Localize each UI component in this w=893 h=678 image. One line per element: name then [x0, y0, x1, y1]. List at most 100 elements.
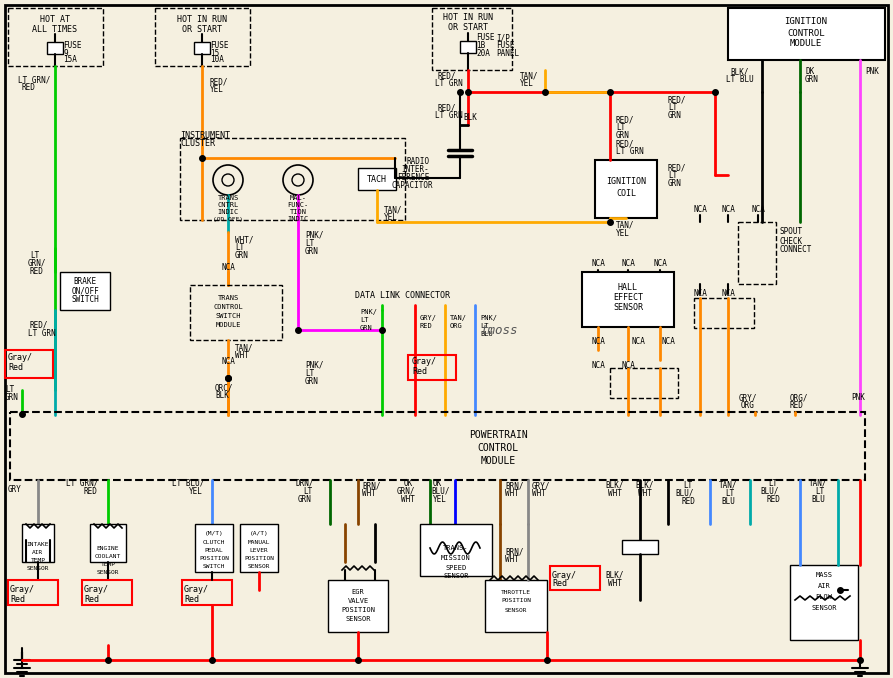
Text: SENSOR: SENSOR	[613, 304, 643, 313]
Text: SWITCH: SWITCH	[203, 563, 225, 568]
Text: ALL TIMES: ALL TIMES	[32, 24, 78, 33]
Text: RED: RED	[30, 266, 44, 275]
Text: TEMP: TEMP	[30, 559, 46, 563]
Bar	[155, 8, 250, 66]
Text: BRN/: BRN/	[362, 481, 380, 490]
Text: RED/: RED/	[210, 77, 229, 87]
Text: YEL: YEL	[616, 228, 630, 237]
Bar	[240, 524, 278, 572]
Text: GRN: GRN	[668, 180, 682, 188]
Text: DRN/: DRN/	[296, 479, 314, 487]
Text: RED/: RED/	[668, 96, 687, 104]
Text: CNTRL: CNTRL	[217, 202, 238, 208]
Text: GRN: GRN	[360, 325, 372, 331]
Bar	[8, 580, 58, 605]
Text: BLK/: BLK/	[605, 570, 624, 580]
Text: FUSE: FUSE	[496, 41, 514, 50]
Text: BLK: BLK	[463, 113, 477, 123]
Text: YEL: YEL	[433, 494, 446, 504]
Bar	[460, 41, 476, 53]
Bar	[195, 524, 233, 572]
Text: NCA: NCA	[221, 357, 235, 367]
Text: RED/: RED/	[616, 115, 635, 125]
Bar	[728, 8, 885, 60]
Text: INDIC: INDIC	[288, 216, 309, 222]
Text: RED: RED	[22, 83, 36, 92]
Text: BLU/: BLU/	[431, 487, 449, 496]
Text: IGNITION: IGNITION	[606, 178, 646, 186]
Text: FLOW: FLOW	[815, 594, 832, 600]
Text: GRY/: GRY/	[532, 481, 550, 490]
Text: NCA: NCA	[591, 361, 605, 370]
Bar	[180, 138, 405, 220]
Bar	[194, 42, 210, 54]
Text: NCA: NCA	[591, 258, 605, 268]
Text: IGNITION: IGNITION	[784, 18, 828, 26]
Text: LT: LT	[668, 172, 677, 180]
Text: SPOUT: SPOUT	[780, 228, 803, 237]
Text: GRN/: GRN/	[28, 258, 46, 268]
Text: PNK: PNK	[865, 68, 879, 77]
Bar	[485, 580, 547, 632]
Text: NCA: NCA	[721, 290, 735, 298]
Text: 15: 15	[210, 49, 220, 58]
Text: BLK: BLK	[215, 391, 229, 401]
Text: SENSOR: SENSOR	[811, 605, 837, 611]
Text: GRN: GRN	[805, 75, 819, 85]
Bar	[8, 8, 103, 66]
Text: LT GRN: LT GRN	[28, 329, 55, 338]
Text: WHT: WHT	[401, 494, 415, 504]
Text: POSITION: POSITION	[199, 555, 229, 561]
Bar	[550, 566, 600, 590]
Text: NCA: NCA	[653, 258, 667, 268]
Text: DK: DK	[805, 68, 814, 77]
Text: RED/: RED/	[30, 321, 48, 330]
Bar	[790, 565, 858, 640]
Text: HOT IN RUN: HOT IN RUN	[177, 16, 227, 24]
Text: CLUSTER: CLUSTER	[180, 138, 215, 148]
Text: HOT IN RUN: HOT IN RUN	[443, 14, 493, 22]
Text: WHT/: WHT/	[235, 235, 254, 245]
Text: LT: LT	[683, 481, 693, 490]
Text: YEL: YEL	[210, 85, 224, 94]
Text: OK: OK	[433, 479, 442, 487]
Text: FUSE: FUSE	[63, 41, 81, 50]
Text: SENSOR: SENSOR	[27, 567, 49, 572]
Text: COIL: COIL	[616, 188, 636, 197]
Text: RADIO: RADIO	[406, 157, 430, 167]
Text: LT GRN: LT GRN	[435, 111, 463, 121]
Text: PNK: PNK	[851, 393, 865, 403]
Text: MISSION: MISSION	[441, 555, 471, 561]
Text: INSTRUMENT: INSTRUMENT	[180, 130, 230, 140]
Text: Red: Red	[552, 580, 567, 589]
Text: LT: LT	[360, 317, 369, 323]
Text: WHT: WHT	[608, 578, 622, 588]
Text: NCA: NCA	[721, 205, 735, 214]
Text: RED: RED	[790, 401, 804, 410]
Text: Red: Red	[10, 595, 25, 605]
Text: Gray/: Gray/	[8, 353, 33, 363]
Text: VALVE: VALVE	[347, 598, 369, 604]
Text: LT: LT	[305, 239, 314, 247]
Text: Gray/: Gray/	[10, 586, 35, 595]
Text: GRN: GRN	[5, 393, 19, 403]
Text: BLU/: BLU/	[761, 487, 780, 496]
Text: CLUTCH: CLUTCH	[203, 540, 225, 544]
Bar	[60, 272, 110, 310]
Text: BRN/: BRN/	[505, 481, 523, 490]
Text: Red: Red	[8, 363, 23, 372]
Bar	[10, 412, 865, 480]
Text: WHT: WHT	[362, 490, 376, 498]
Text: WHT: WHT	[235, 351, 249, 361]
Text: GRN: GRN	[668, 111, 682, 121]
Text: MODULE: MODULE	[215, 322, 241, 328]
Text: Red: Red	[84, 595, 99, 605]
Text: YEL: YEL	[384, 214, 398, 222]
Text: NCA: NCA	[751, 205, 765, 214]
Bar	[420, 524, 492, 576]
Text: YEL: YEL	[189, 487, 203, 496]
Text: tmoss: tmoss	[481, 323, 519, 336]
Text: MODULE: MODULE	[790, 39, 822, 49]
Text: GRN: GRN	[305, 247, 319, 256]
Text: BRAKE: BRAKE	[73, 277, 96, 287]
